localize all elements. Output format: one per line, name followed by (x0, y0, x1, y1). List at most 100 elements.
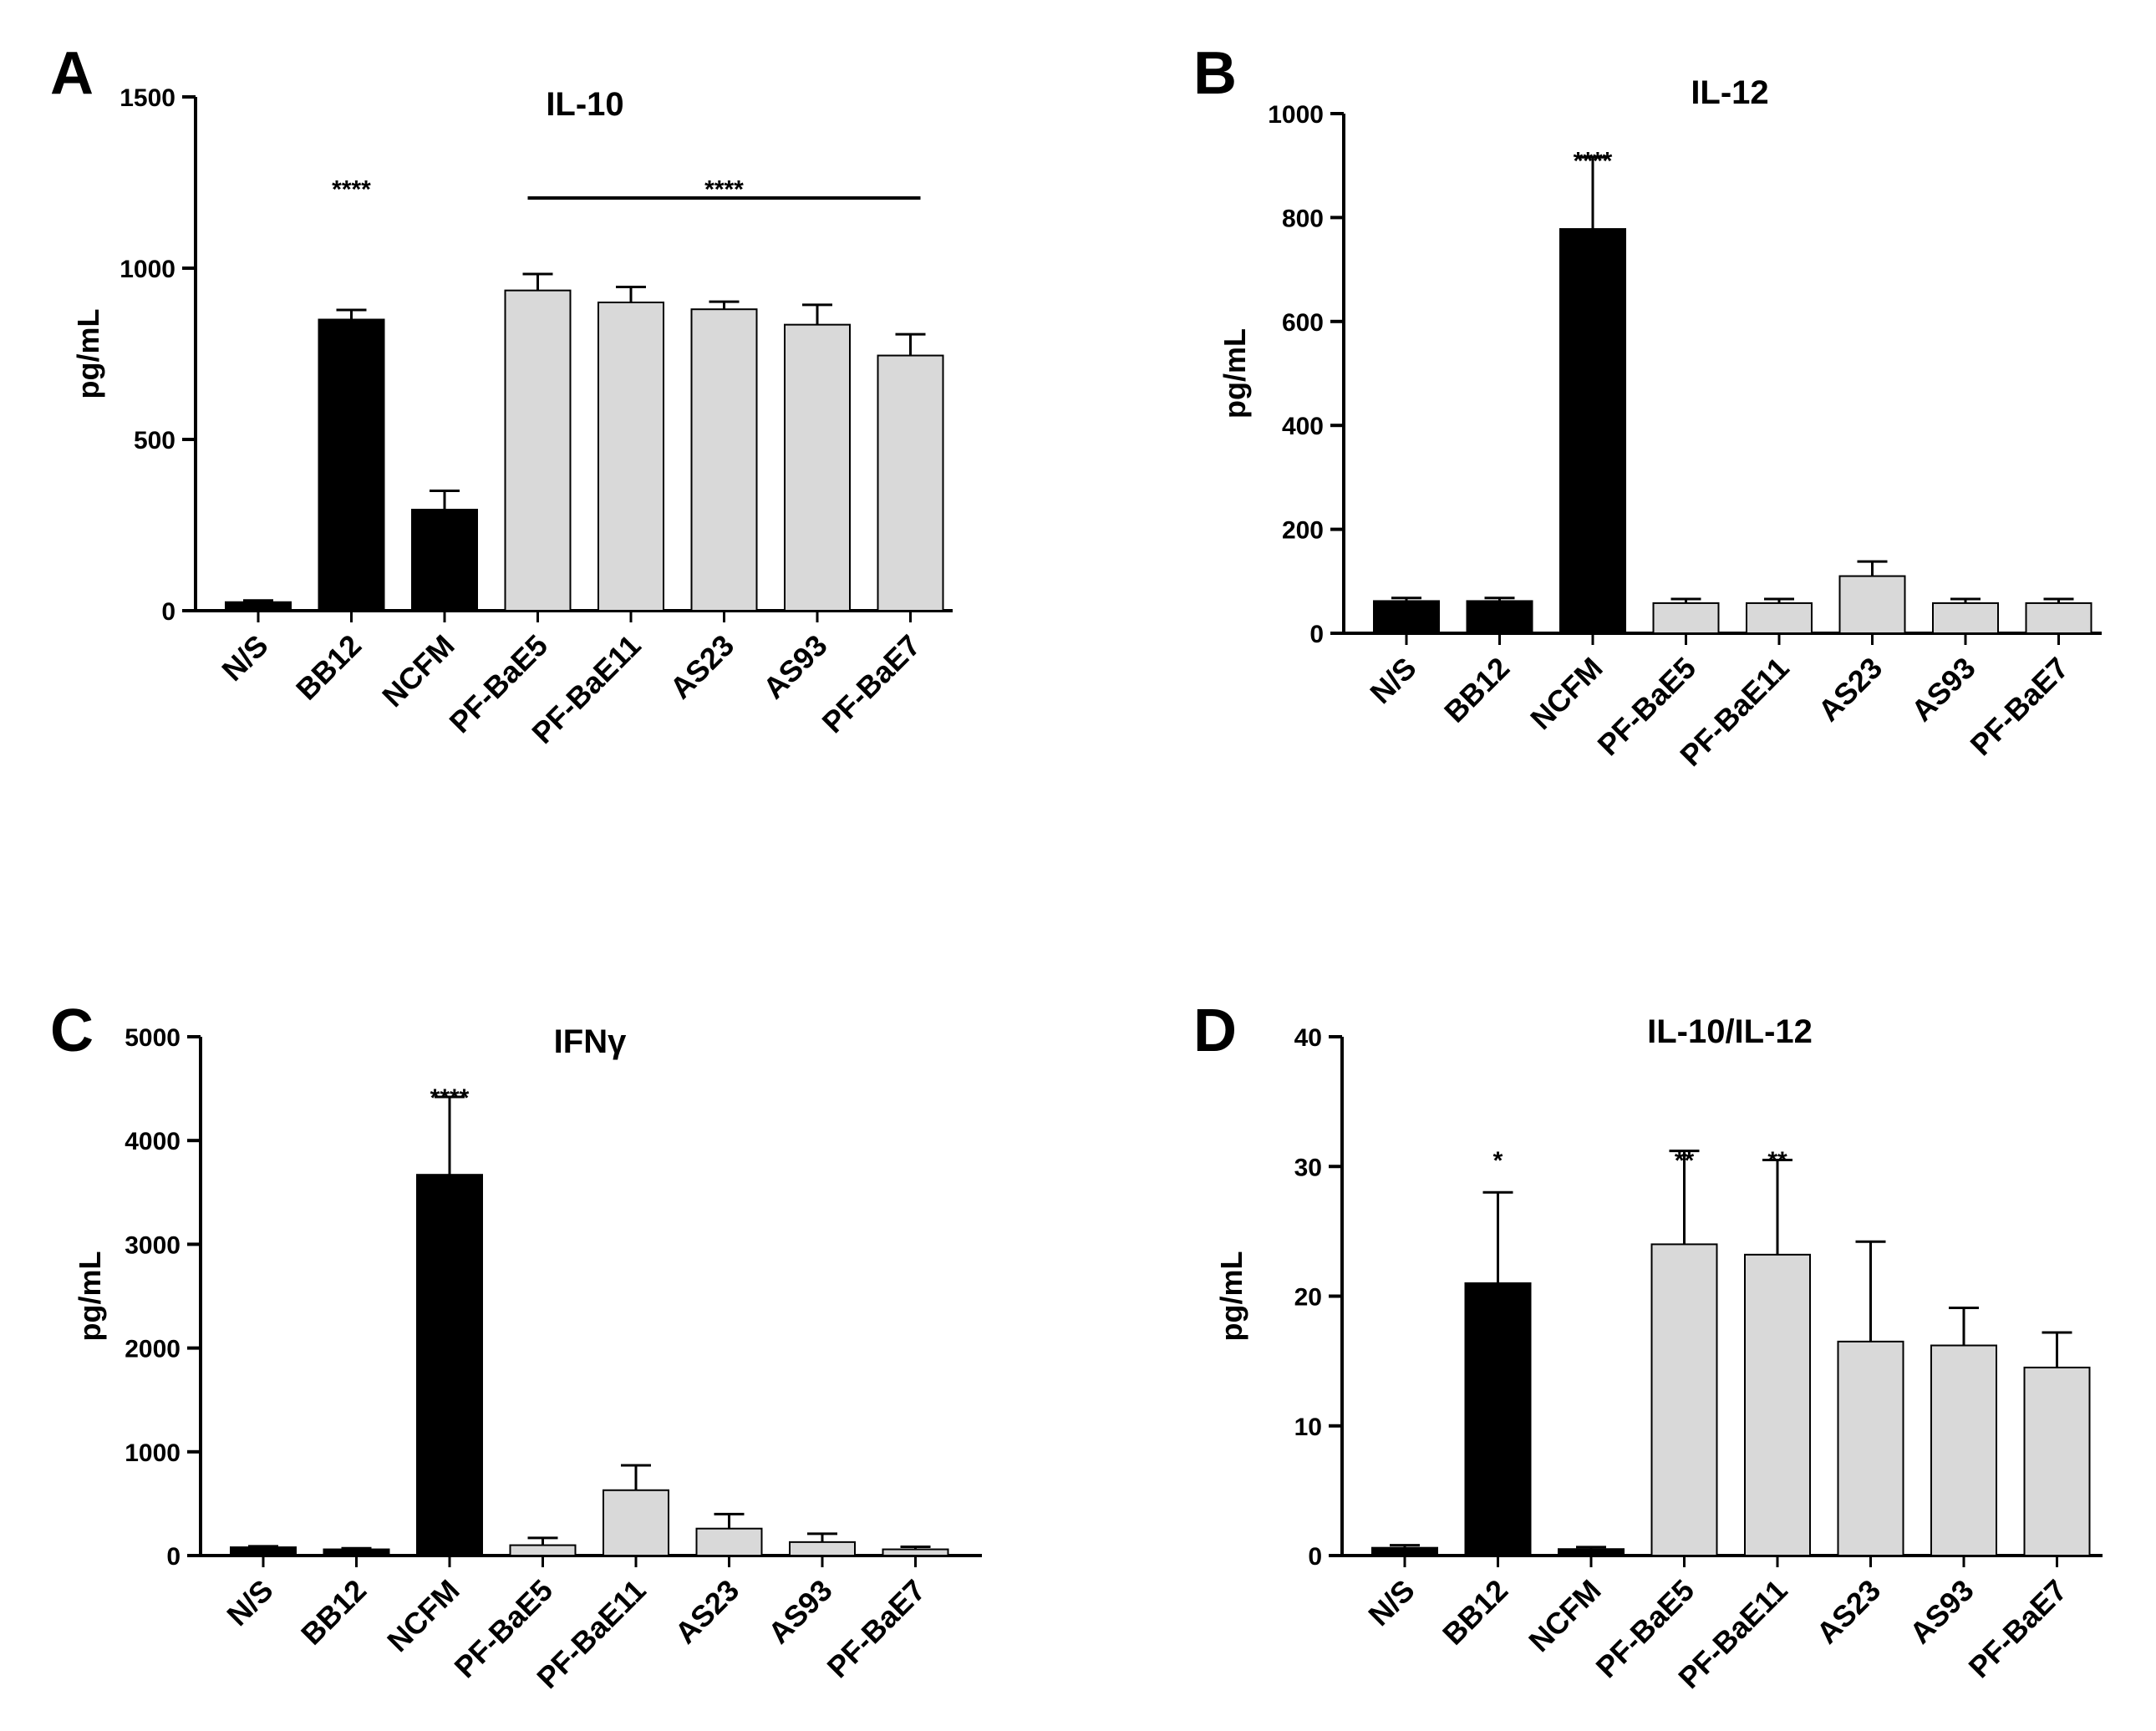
bar-as23 (695, 1527, 763, 1557)
bar-as23 (1838, 575, 1906, 635)
y-tick-label: 600 (1282, 309, 1324, 337)
x-tick-label: AS93 (1903, 1573, 1981, 1651)
panel-letter: C (50, 997, 94, 1064)
chart-panel-b: B IL-12 pg/mL 0 200 400 600 800 1000 N/S BB12 NCFM P… (1193, 40, 2102, 773)
x-tick-label: N/S (215, 628, 274, 688)
bar-bb12 (318, 318, 385, 612)
y-axis-label: pg/mL (1214, 1251, 1248, 1342)
bar-bb12 (323, 1548, 390, 1556)
bar-pf-bae11 (603, 1489, 669, 1557)
bar-ncfm (1559, 228, 1626, 634)
x-tick-label: AS93 (761, 1573, 839, 1651)
y-tick-label: 3000 (125, 1231, 181, 1259)
bar-ncfm (411, 509, 478, 612)
y-tick-label: 500 (134, 427, 175, 454)
y-tick-label: 400 (1282, 413, 1324, 440)
bar-pf-bae11 (597, 302, 664, 612)
bar-n-s (230, 1546, 297, 1556)
bar-as23 (690, 308, 758, 612)
x-tick-label: AS23 (663, 628, 740, 706)
x-tick-label: AS23 (1809, 1573, 1887, 1651)
bar-pf-bae5 (1650, 1243, 1718, 1557)
bar-n-s (1371, 1546, 1438, 1557)
significance-label: **** (1574, 147, 1613, 175)
y-tick-label: 800 (1282, 205, 1324, 232)
bar-pf-bae7 (877, 354, 944, 612)
significance-label: **** (430, 1084, 470, 1112)
y-tick-label: 1000 (1268, 101, 1324, 129)
x-tick-label: AS93 (1904, 651, 1982, 728)
significance-label: ** (1675, 1147, 1695, 1175)
y-axis-label: pg/mL (1218, 328, 1252, 419)
panel-letter: D (1193, 997, 1237, 1064)
bar-pf-bae7 (2025, 602, 2092, 635)
chart-panel-d: D IL-10/IL-12 pg/mL 0 10 20 30 40 N/S BB12 NCFM PF-… (1193, 997, 2103, 1695)
y-tick-label: 20 (1294, 1284, 1322, 1312)
x-tick-label: AS23 (1811, 651, 1889, 728)
bar-pf-bae5 (504, 289, 572, 612)
y-tick-label: 1000 (125, 1439, 181, 1467)
y-tick-label: 40 (1294, 1024, 1322, 1052)
x-tick-label: NCFM (1523, 651, 1609, 737)
chart-panel-a: A IL-10 pg/mL 0 500 1000 1500 N/S BB12 NCFM PF-BaE… (50, 40, 953, 750)
x-tick-label: PF-BaE7 (1961, 1573, 2073, 1685)
x-tick-label: BB12 (1437, 651, 1516, 729)
y-tick-label: 5000 (125, 1024, 181, 1052)
x-tick-label: NCFM (380, 1573, 466, 1659)
x-tick-label: BB12 (289, 628, 368, 707)
chart-panel-c: C IFNγ pg/mL 0 1000 2000 3000 4000 5000 N/S BB12 NC… (50, 997, 982, 1695)
bar-pf-bae5 (1652, 602, 1720, 635)
x-tick-label: BB12 (294, 1573, 373, 1652)
bar-pf-bae11 (1746, 602, 1813, 635)
x-tick-label: NCFM (375, 628, 461, 714)
bar-ncfm (1558, 1548, 1625, 1557)
y-tick-label: 1500 (119, 84, 175, 112)
bar-bb12 (1466, 600, 1533, 634)
bar-bb12 (1464, 1282, 1532, 1556)
x-tick-label: PF-BaE7 (815, 628, 927, 740)
panel-letter: B (1193, 40, 1237, 107)
significance-label: **** (704, 175, 744, 203)
bar-as23 (1837, 1340, 1904, 1557)
y-tick-label: 0 (1308, 1543, 1322, 1571)
y-tick-label: 0 (161, 598, 175, 626)
bar-pf-bae7 (882, 1548, 949, 1556)
chart-title: IL-10/IL-12 (1647, 1013, 1813, 1050)
y-tick-label: 2000 (125, 1336, 181, 1363)
y-tick-label: 1000 (119, 256, 175, 283)
y-tick-label: 30 (1294, 1154, 1322, 1181)
bar-pf-bae5 (509, 1544, 577, 1556)
bar-pf-bae7 (2023, 1366, 2091, 1556)
x-tick-label: BB12 (1436, 1573, 1514, 1652)
x-tick-label: PF-BaE7 (1963, 651, 2075, 763)
bar-n-s (225, 601, 292, 612)
significance-label: * (1493, 1147, 1503, 1175)
bar-n-s (1373, 600, 1440, 634)
significance-label: **** (332, 175, 371, 203)
y-tick-label: 0 (166, 1543, 181, 1571)
bar-as93 (784, 323, 851, 612)
bar-as93 (789, 1541, 856, 1557)
y-tick-label: 200 (1282, 517, 1324, 545)
y-axis-label: pg/mL (73, 1251, 107, 1342)
y-tick-label: 4000 (125, 1128, 181, 1155)
chart-title: IL-10 (546, 86, 623, 123)
bar-ncfm (416, 1174, 483, 1557)
x-tick-label: N/S (1363, 651, 1422, 710)
y-tick-label: 10 (1294, 1414, 1322, 1441)
y-axis-label: pg/mL (71, 309, 105, 399)
panel-letter: A (50, 40, 94, 107)
y-tick-label: 0 (1309, 621, 1324, 648)
bar-pf-bae11 (1744, 1253, 1811, 1556)
bar-as93 (1930, 1344, 1997, 1556)
bar-as93 (1932, 602, 1999, 635)
x-tick-label: N/S (220, 1573, 279, 1632)
x-tick-label: N/S (1361, 1573, 1421, 1632)
significance-label: ** (1767, 1147, 1787, 1175)
x-tick-label: PF-BaE7 (820, 1573, 932, 1685)
chart-title: IFNγ (554, 1023, 627, 1060)
chart-title: IL-12 (1691, 74, 1768, 111)
x-tick-label: NCFM (1522, 1573, 1608, 1659)
x-tick-label: AS23 (668, 1573, 745, 1651)
